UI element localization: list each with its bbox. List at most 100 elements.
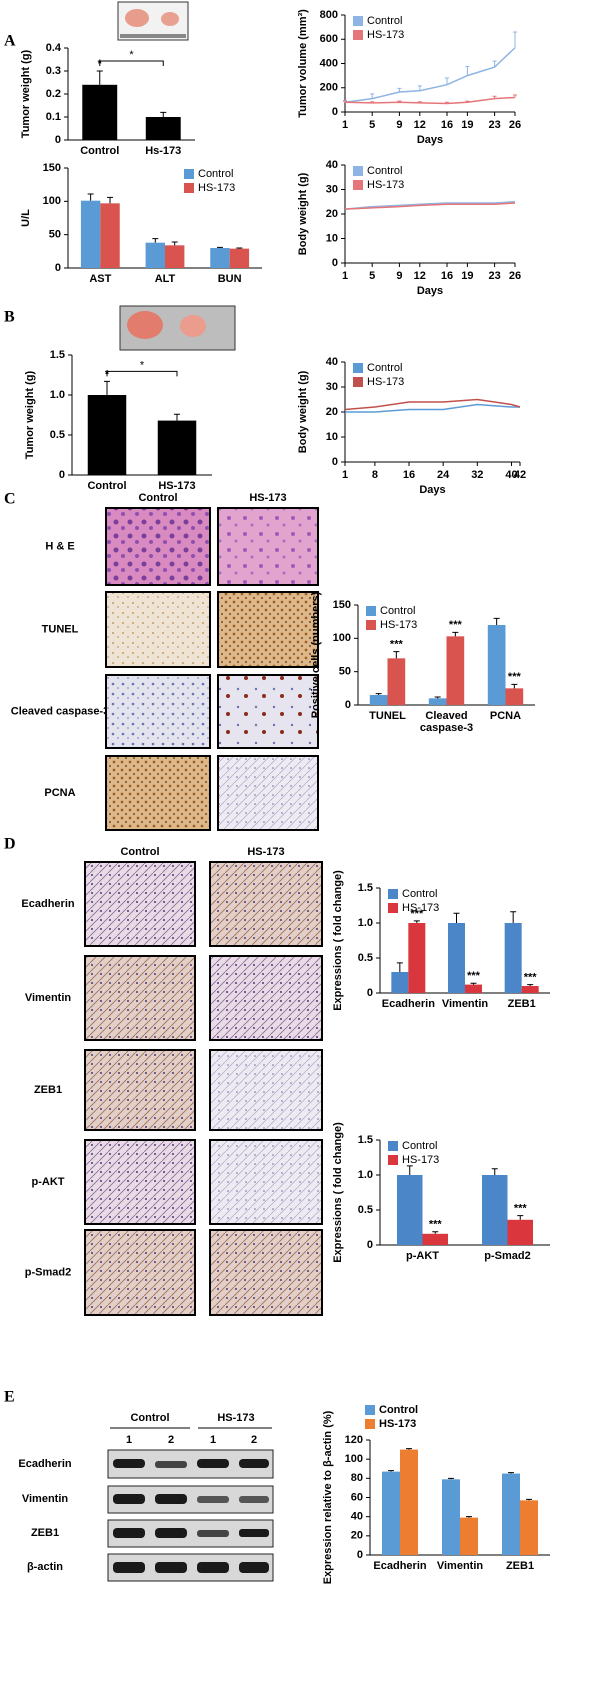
x-tick-label: 1 bbox=[342, 469, 348, 481]
legend-label: Control bbox=[367, 362, 402, 374]
error-bar bbox=[413, 920, 420, 923]
y-tick-label: 0 bbox=[332, 456, 338, 468]
panel-label: A bbox=[4, 33, 16, 50]
y-tick-label: 1.0 bbox=[358, 1169, 373, 1181]
y-tick-label: 50 bbox=[339, 666, 351, 678]
legend-label: Control bbox=[198, 168, 233, 180]
legend-swatch bbox=[388, 903, 398, 913]
y-tick-label: 0.5 bbox=[50, 429, 65, 441]
bar bbox=[145, 242, 165, 268]
label-box: TUNEL bbox=[369, 710, 406, 722]
y-tick-label: 40 bbox=[351, 1511, 363, 1523]
y-axis-label: Positive cells (numbers) bbox=[310, 591, 322, 718]
y-tick-label: 100 bbox=[333, 632, 351, 644]
legend-swatch bbox=[353, 166, 363, 176]
y-tick-label: 800 bbox=[320, 9, 338, 21]
legend-swatch bbox=[365, 1405, 375, 1415]
x-tick-label: 9 bbox=[396, 270, 402, 282]
label-box: Ecadherin bbox=[373, 1560, 427, 1572]
bar bbox=[210, 248, 230, 268]
micrograph bbox=[105, 507, 211, 586]
micrograph bbox=[209, 1229, 323, 1316]
micrograph bbox=[217, 591, 319, 668]
y-tick-label: 30 bbox=[326, 381, 338, 393]
y-tick-label: 0 bbox=[332, 106, 338, 118]
row-label: H & E bbox=[45, 540, 74, 552]
y-axis-label: Expressions ( fold change) bbox=[332, 870, 344, 1011]
error-bar bbox=[432, 1231, 439, 1234]
lane-label: 2 bbox=[251, 1434, 257, 1446]
label-box: Control bbox=[87, 480, 126, 492]
row-label: Cleaved caspase-3 bbox=[11, 705, 109, 717]
legend-swatch bbox=[365, 1419, 375, 1429]
blot-bands bbox=[113, 1459, 269, 1573]
y-tick-label: 0.3 bbox=[46, 65, 61, 77]
line bbox=[344, 398, 521, 411]
error-bar bbox=[465, 100, 470, 103]
panel-label: B bbox=[4, 309, 15, 326]
error-bar bbox=[465, 66, 470, 76]
x-tick-label: HS-173 bbox=[158, 480, 196, 492]
error-bar bbox=[445, 77, 449, 85]
row-label: TUNEL bbox=[42, 623, 79, 635]
error-bar bbox=[513, 31, 517, 48]
x-tick-label: Hs-173 bbox=[145, 145, 182, 157]
x-tick-label: Ecadherin bbox=[373, 1560, 427, 1572]
error-bar bbox=[216, 246, 223, 248]
x-tick-label: p-AKT bbox=[406, 1250, 439, 1262]
error-bar bbox=[96, 70, 103, 85]
micrograph bbox=[217, 755, 319, 831]
panel-label: E bbox=[4, 1389, 15, 1406]
row-label: ZEB1 bbox=[34, 1084, 62, 1096]
bar bbox=[422, 1233, 448, 1245]
bar bbox=[504, 923, 522, 993]
x-tick-label: 16 bbox=[403, 469, 415, 481]
micrograph bbox=[209, 1139, 323, 1225]
panel-label: C bbox=[4, 491, 16, 508]
significance-label: *** bbox=[467, 970, 481, 982]
significance-label: *** bbox=[449, 619, 463, 631]
y-tick-label: 1.0 bbox=[50, 389, 65, 401]
row-label: PCNA bbox=[44, 787, 75, 799]
legend-label: Control bbox=[380, 605, 415, 617]
label-box: BUN bbox=[218, 273, 242, 285]
y-tick-label: 0.1 bbox=[46, 111, 61, 123]
y-axis-label: Tumor volume (mm³) bbox=[297, 9, 309, 118]
x-tick-label: 8 bbox=[372, 469, 378, 481]
bar bbox=[507, 1219, 533, 1245]
bar bbox=[446, 636, 465, 705]
x-tick-label: Vimentin bbox=[441, 998, 489, 1010]
error-bar bbox=[104, 380, 110, 395]
label-box: Cleaved caspase-3 bbox=[420, 710, 473, 734]
y-tick-label: 40 bbox=[326, 356, 338, 368]
micrograph bbox=[105, 591, 211, 668]
error-bar bbox=[375, 693, 382, 695]
bar bbox=[521, 986, 539, 993]
legend-swatch bbox=[184, 169, 194, 179]
micrograph bbox=[84, 1139, 196, 1225]
significance-label: *** bbox=[429, 1219, 443, 1231]
error-bar bbox=[107, 196, 114, 204]
error-bar bbox=[466, 1516, 472, 1518]
label-box: HS-173 bbox=[158, 480, 196, 492]
y-tick-label: 600 bbox=[320, 33, 338, 45]
x-tick-label: 26 bbox=[509, 119, 521, 131]
x-tick-label: AST bbox=[89, 273, 112, 285]
bar bbox=[487, 625, 506, 705]
y-tick-label: 0 bbox=[367, 1239, 373, 1251]
significance-label: * bbox=[129, 49, 134, 61]
micrograph bbox=[105, 755, 211, 831]
error-bar bbox=[445, 101, 449, 104]
bar bbox=[82, 84, 118, 140]
significance-label: * bbox=[140, 359, 145, 371]
column-header: Control bbox=[120, 846, 159, 858]
x-tick-label: 40 bbox=[505, 469, 517, 481]
y-tick-label: 0 bbox=[357, 1549, 363, 1561]
legend-swatch bbox=[366, 620, 376, 630]
bar bbox=[502, 1473, 520, 1555]
legend-swatch bbox=[353, 363, 363, 373]
x-tick-label: TUNEL bbox=[369, 710, 406, 722]
bar bbox=[505, 688, 524, 705]
legend-label: HS-173 bbox=[367, 29, 404, 41]
error-bar bbox=[453, 912, 460, 923]
